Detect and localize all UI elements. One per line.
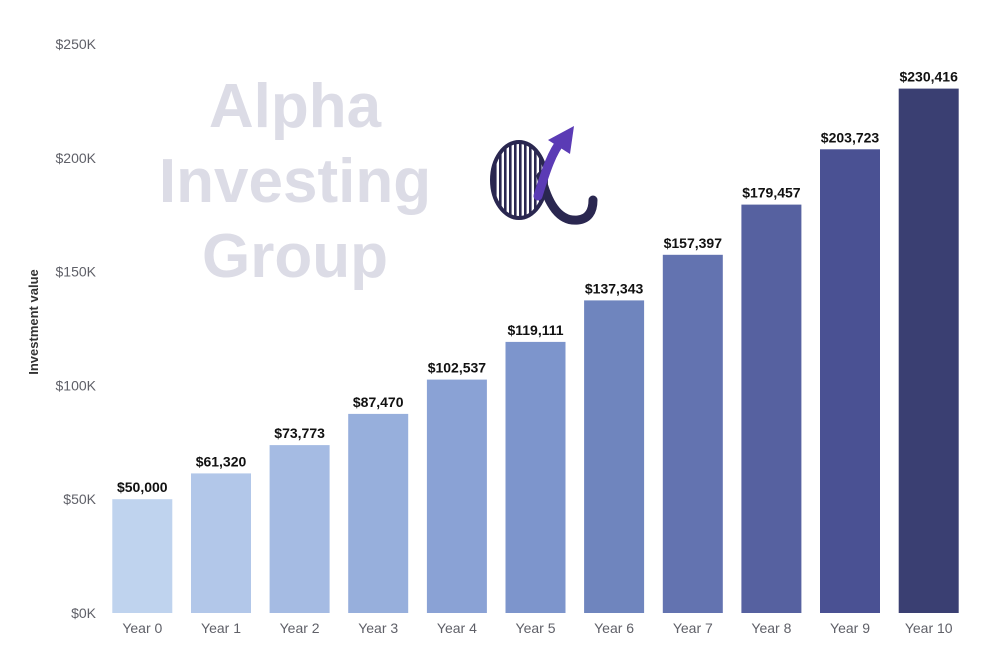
y-tick-label: $50K (63, 491, 96, 507)
y-tick-label: $200K (56, 150, 97, 166)
x-axis-ticks: Year 0 Year 1 Year 2 Year 3 Year 4 Year 5 Year… (122, 620, 952, 636)
y-tick-label: $150K (56, 264, 97, 280)
bar-year-0 (112, 499, 173, 613)
x-tick-label: Year 7 (673, 620, 713, 636)
data-label: $87,470 (353, 394, 404, 410)
x-tick-label: Year 6 (594, 620, 634, 636)
data-label: $157,397 (664, 235, 723, 251)
logo-stripe (494, 142, 497, 218)
arrow-head-icon (548, 126, 574, 154)
y-tick-label: $0K (71, 605, 97, 621)
watermark-line-3: Group (202, 222, 388, 291)
x-tick-label: Year 2 (280, 620, 320, 636)
bar-year-1 (191, 473, 251, 613)
logo-stripe (519, 142, 522, 218)
alpha-tail (536, 171, 598, 225)
y-axis-label: Investment value (26, 269, 41, 375)
bar-year-2 (269, 445, 330, 613)
x-tick-label: Year 9 (830, 620, 870, 636)
bar-year-9 (820, 149, 880, 614)
watermark-line-2: Investing (159, 147, 431, 216)
logo-stripe (524, 142, 527, 218)
data-label: $73,773 (274, 425, 325, 441)
logo-stripe (514, 142, 517, 218)
y-axis-ticks: $0K $50K $100K $150K $200K $250K (56, 36, 97, 621)
logo-stripe (499, 142, 502, 218)
x-tick-label: Year 0 (122, 620, 162, 636)
watermark-line-1: Alpha (209, 72, 382, 141)
data-label: $50,000 (117, 479, 168, 495)
data-label: $119,111 (507, 322, 563, 338)
bar-year-8 (741, 204, 802, 613)
x-tick-label: Year 5 (516, 620, 556, 636)
bar-year-7 (662, 254, 723, 614)
alpha-arrow-logo (490, 126, 598, 225)
x-tick-label: Year 3 (358, 620, 398, 636)
x-tick-label: Year 8 (751, 620, 791, 636)
data-label: $203,723 (821, 129, 880, 145)
bar-year-6 (584, 300, 645, 613)
bar-year-3 (348, 413, 409, 613)
data-label: $137,343 (585, 280, 644, 296)
logo-stripe (529, 142, 532, 218)
data-label: $102,537 (428, 360, 487, 376)
watermark: Alpha Investing Group (159, 72, 431, 291)
x-tick-label: Year 1 (201, 620, 241, 636)
logo-stripe (504, 142, 507, 218)
bar-year-5 (505, 341, 566, 613)
y-tick-label: $100K (56, 377, 97, 393)
logo-stripe (509, 142, 512, 218)
bars (112, 88, 959, 614)
data-labels: $50,000 $61,320 $73,773 $87,470 $102,537 $119… (117, 69, 958, 496)
x-tick-label: Year 10 (905, 620, 953, 636)
data-label: $179,457 (742, 185, 801, 201)
logo-stripe (534, 142, 537, 218)
x-tick-label: Year 4 (437, 620, 477, 636)
data-label: $61,320 (196, 453, 247, 469)
bar-year-4 (426, 379, 487, 613)
data-label: $230,416 (899, 69, 958, 85)
y-tick-label: $250K (56, 36, 97, 52)
bar-year-10 (898, 88, 959, 614)
